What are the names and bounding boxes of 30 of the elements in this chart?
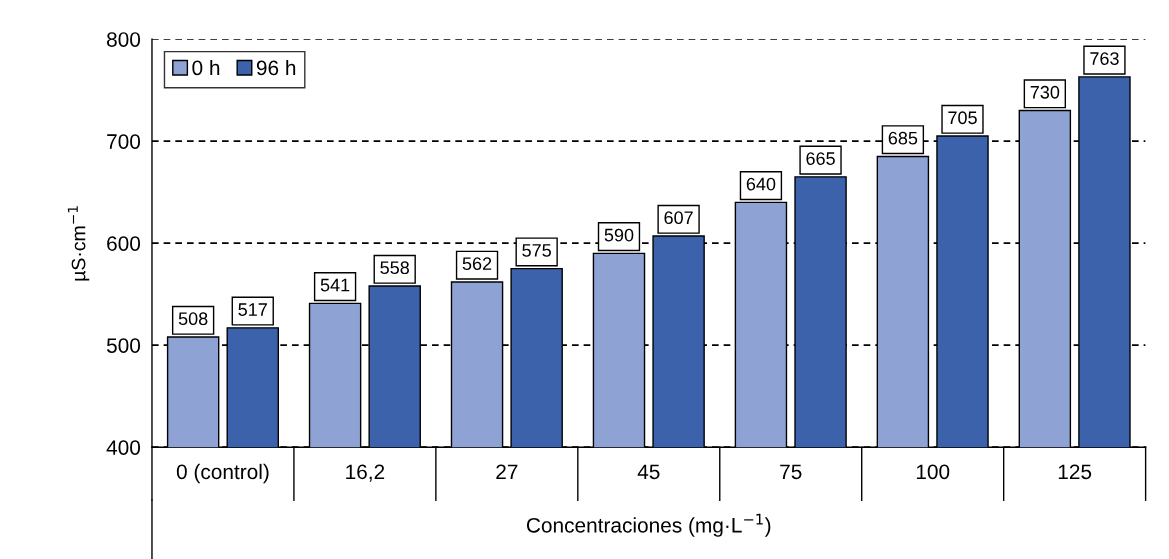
legend-label: 96 h: [256, 59, 296, 76]
data-label: 640: [746, 177, 776, 191]
data-label: 541: [320, 278, 350, 292]
data-label: 575: [522, 244, 551, 257]
x-tick-label: 75: [780, 464, 802, 480]
x-tick-label: 0 (control): [176, 463, 269, 484]
y-tick-label: 500: [106, 338, 141, 353]
data-label: 562: [462, 257, 492, 271]
x-tick-label: 45: [637, 464, 660, 480]
data-label: 508: [178, 312, 208, 326]
x-tick-label: 100: [916, 464, 950, 480]
y-tick-label: 700: [107, 134, 141, 149]
x-tick-label: 16,2: [346, 464, 385, 482]
data-label: 517: [238, 303, 267, 316]
y-tick-label: 600: [107, 236, 141, 251]
legend-label: 0 h: [192, 59, 220, 76]
data-label: 607: [664, 211, 693, 225]
y-tick-label: 800: [107, 32, 141, 47]
y-tick-label: 400: [106, 440, 141, 455]
x-tick-label: 125: [1058, 464, 1092, 480]
x-tick-label: 27: [496, 464, 518, 479]
data-label: 590: [604, 228, 634, 242]
y-axis-title: µS·cm$^{−1}$: [67, 206, 90, 281]
data-label: 558: [380, 261, 409, 275]
x-axis-title: Concentraciones (mg·L$^{−1}$): [526, 513, 771, 537]
data-label: 705: [948, 111, 977, 125]
data-label: 730: [1030, 85, 1060, 99]
data-label: 665: [806, 152, 835, 165]
data-label: 763: [1090, 52, 1119, 65]
data-label: 685: [888, 131, 918, 145]
